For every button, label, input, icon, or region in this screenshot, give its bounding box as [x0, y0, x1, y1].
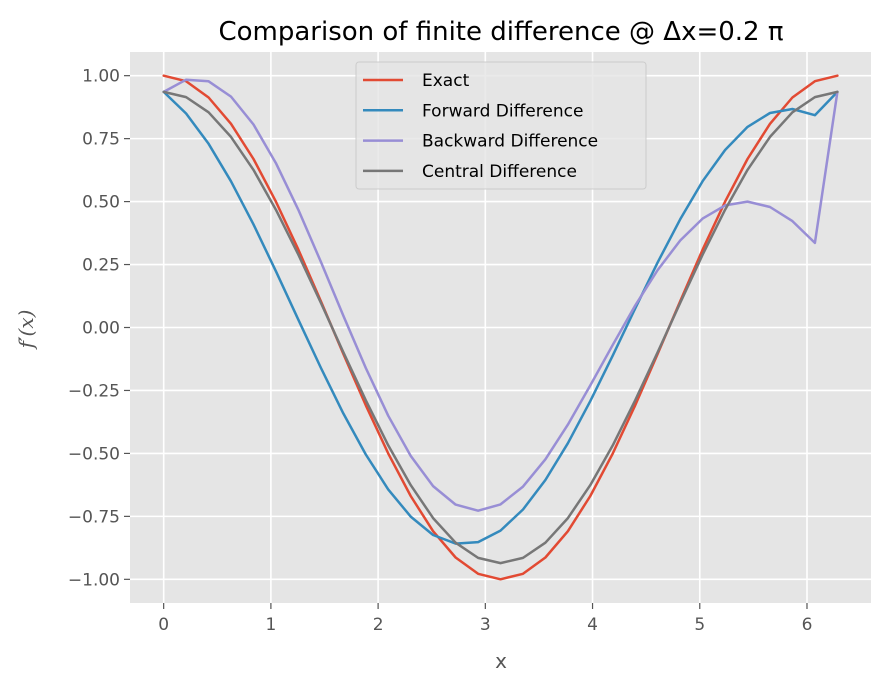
series-lines — [162, 74, 839, 581]
x-tick-label: 1 — [265, 615, 276, 635]
y-tick-label: −0.50 — [68, 444, 120, 464]
x-tick-label: 3 — [480, 615, 491, 635]
ticks: 0 1 2 3 4 5 6 1.00 0.75 0.50 0.25 0.00 −0.25 −0.50 −0.… — [68, 67, 813, 635]
y-tick-label: 1.00 — [82, 67, 120, 87]
y-tick-label: 0.00 — [82, 319, 120, 339]
x-tick-label: 2 — [373, 615, 384, 635]
x-tick-label: 4 — [587, 615, 598, 635]
legend-label-forward-difference: Forward Difference — [422, 101, 583, 121]
chart-title: Comparison of finite difference @ Δx=0.2… — [218, 17, 783, 47]
series-line-backward-difference — [162, 78, 839, 512]
y-tick-label: 0.75 — [82, 130, 120, 150]
series-line-exact — [162, 74, 839, 581]
series-line-central-difference — [162, 90, 839, 565]
legend-label-central-difference: Central Difference — [422, 162, 577, 182]
x-tick-label: 0 — [158, 615, 169, 635]
legend-box — [355, 61, 647, 190]
x-tick-label: 6 — [802, 615, 813, 635]
y-tick-label: 0.50 — [82, 193, 120, 213]
series-line-forward-difference — [162, 90, 839, 545]
y-tick-label: 0.25 — [82, 256, 120, 276]
legend: Exact Forward Difference Backward Differen… — [355, 61, 647, 190]
y-tick-label: −0.25 — [68, 381, 120, 401]
y-tick-label: −1.00 — [68, 570, 120, 590]
y-axis-label: f′(x) — [14, 310, 38, 351]
legend-label-exact: Exact — [422, 71, 470, 91]
x-tick-label: 5 — [694, 615, 705, 635]
x-axis-label: x — [495, 649, 507, 673]
y-tick-label: −0.75 — [68, 507, 120, 527]
legend-label-backward-difference: Backward Difference — [422, 132, 598, 152]
